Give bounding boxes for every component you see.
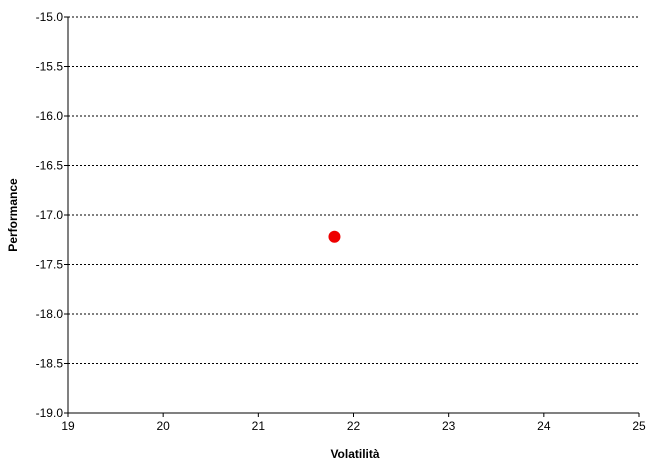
y-tick-label-6: -18.0 [36, 307, 64, 321]
data-point-0-0 [328, 230, 341, 243]
x-tick-label-6: 25 [632, 419, 646, 433]
y-tick-label-5: -17.5 [36, 258, 64, 272]
x-tick-label-4: 23 [442, 419, 456, 433]
x-axis-ticks: 19 20 21 22 23 24 25 [61, 413, 646, 433]
x-tick-label-2: 21 [252, 419, 266, 433]
y-tick-label-8: -19.0 [36, 406, 64, 420]
data-points [328, 230, 341, 243]
y-tick-label-3: -16.5 [36, 159, 64, 173]
y-tick-label-2: -16.0 [36, 109, 64, 123]
grid-lines [68, 16, 639, 364]
y-axis-title: Performance [6, 178, 20, 252]
x-tick-label-3: 22 [347, 419, 361, 433]
y-tick-label-4: -17.0 [36, 208, 64, 222]
x-axis-title: Volatilità [330, 447, 379, 461]
y-axis-ticks: -15.0 -15.5 -16.0 -16.5 -17.0 -17.5 -18.0 -18.5… [36, 10, 68, 420]
x-tick-label-1: 20 [156, 419, 170, 433]
x-tick-label-5: 24 [537, 419, 551, 433]
x-tick-label-0: 19 [61, 419, 75, 433]
y-tick-label-0: -15.0 [36, 10, 64, 24]
y-tick-label-1: -15.5 [36, 60, 64, 74]
y-tick-label-7: -18.5 [36, 357, 64, 371]
